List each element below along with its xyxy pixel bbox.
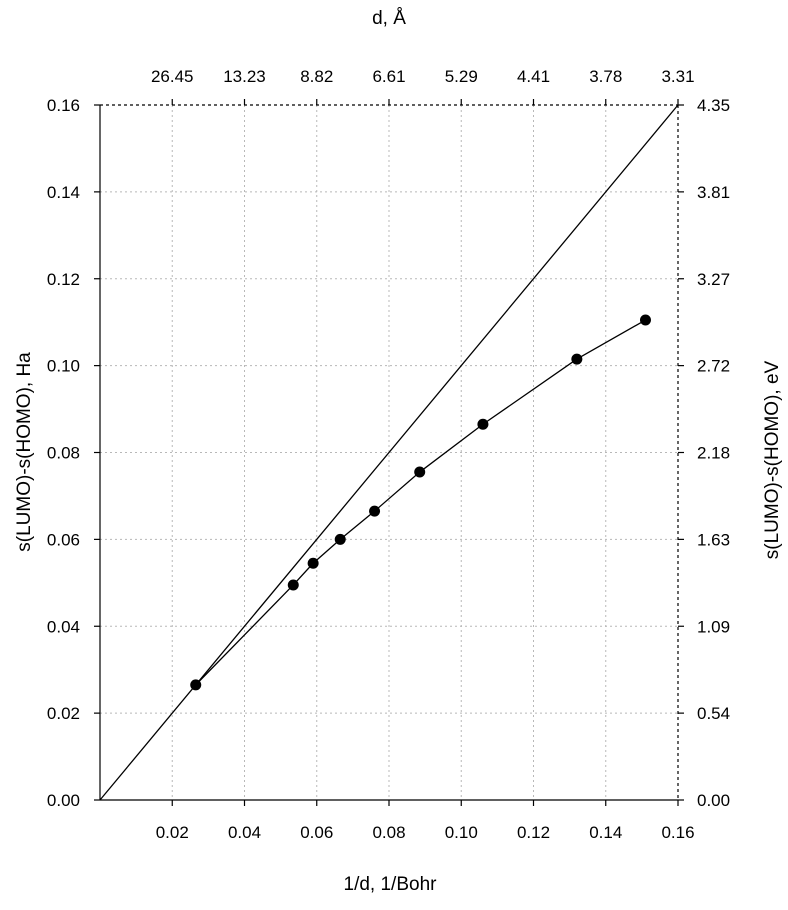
right-axis-title: s(LUMO)-s(HOMO), eV <box>762 360 783 559</box>
x-tick-label: 0.02 <box>156 823 189 842</box>
x-tick-label: 0.04 <box>228 823 261 842</box>
series-layer <box>99 104 679 801</box>
right-tick-label: 1.09 <box>697 617 730 636</box>
x-tick-label: 0.14 <box>589 823 622 842</box>
top-tick-label: 26.45 <box>151 67 194 86</box>
y-tick-label: 0.06 <box>47 530 80 549</box>
data-series-line <box>195 319 646 686</box>
right-tick-label: 2.18 <box>697 444 730 463</box>
gridlines <box>100 105 678 800</box>
x-tick-label: 0.06 <box>300 823 333 842</box>
right-tick-label: 0.00 <box>697 791 730 810</box>
y-tick-label: 0.10 <box>47 357 80 376</box>
data-point <box>307 557 319 569</box>
ticks-layer: 0.02 0.04 0.06 0.08 0.10 0.12 0.14 0.16 26.45 13.… <box>47 67 730 842</box>
right-tick-label: 1.63 <box>697 530 730 549</box>
right-tick-label: 3.27 <box>697 270 730 289</box>
x-tick-label: 0.10 <box>445 823 478 842</box>
top-tick-label: 3.78 <box>589 67 622 86</box>
data-point <box>414 466 426 478</box>
data-point <box>287 579 299 591</box>
right-tick-label: 2.72 <box>697 357 730 376</box>
right-tick-label: 3.81 <box>697 183 730 202</box>
data-point <box>639 314 651 326</box>
y-axis-title: s(LUMO)-s(HOMO), Ha <box>14 352 35 552</box>
top-tick-label: 13.23 <box>223 67 266 86</box>
y-tick-label: 0.16 <box>47 96 80 115</box>
x-tick-label: 0.12 <box>517 823 550 842</box>
reference-line <box>99 104 679 801</box>
data-point <box>369 505 381 517</box>
y-tick-label: 0.12 <box>47 270 80 289</box>
right-tick-label: 4.35 <box>697 96 730 115</box>
right-tick-label: 0.54 <box>697 704 730 723</box>
top-tick-label: 3.31 <box>661 67 694 86</box>
top-axis-title: d, Å <box>372 8 406 29</box>
y-tick-label: 0.14 <box>47 183 80 202</box>
x-tick-label: 0.16 <box>661 823 694 842</box>
y-tick-label: 0.08 <box>47 444 80 463</box>
x-axis-title: 1/d, 1/Bohr <box>344 874 438 895</box>
y-tick-label: 0.00 <box>47 791 80 810</box>
y-tick-label: 0.02 <box>47 704 80 723</box>
top-tick-label: 6.61 <box>372 67 405 86</box>
top-tick-label: 8.82 <box>300 67 333 86</box>
data-point <box>334 533 346 545</box>
top-tick-label: 4.41 <box>517 67 550 86</box>
data-point <box>571 353 583 365</box>
y-tick-label: 0.04 <box>47 617 80 636</box>
data-point <box>477 418 489 430</box>
x-tick-label: 0.08 <box>372 823 405 842</box>
top-tick-label: 5.29 <box>445 67 478 86</box>
